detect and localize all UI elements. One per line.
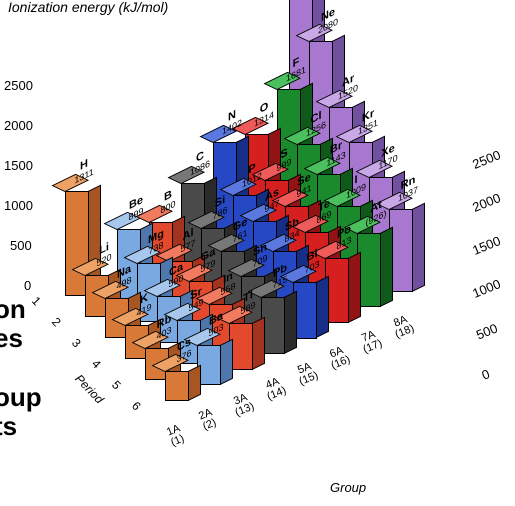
ionization-3d-bar-chart: Ionization energy (kJ/mol) 2500200015001… xyxy=(0,0,515,506)
group-axis-label: Group xyxy=(330,480,366,495)
bar-label: N1402 xyxy=(220,106,244,140)
cropped-side-text-2: oup ts xyxy=(0,383,42,440)
bar-label: Be899 xyxy=(124,193,148,227)
bar-Cs: Cs376 xyxy=(165,371,189,401)
cropped-side-text: on es xyxy=(0,295,26,352)
bar-label: C1086 xyxy=(188,146,212,180)
